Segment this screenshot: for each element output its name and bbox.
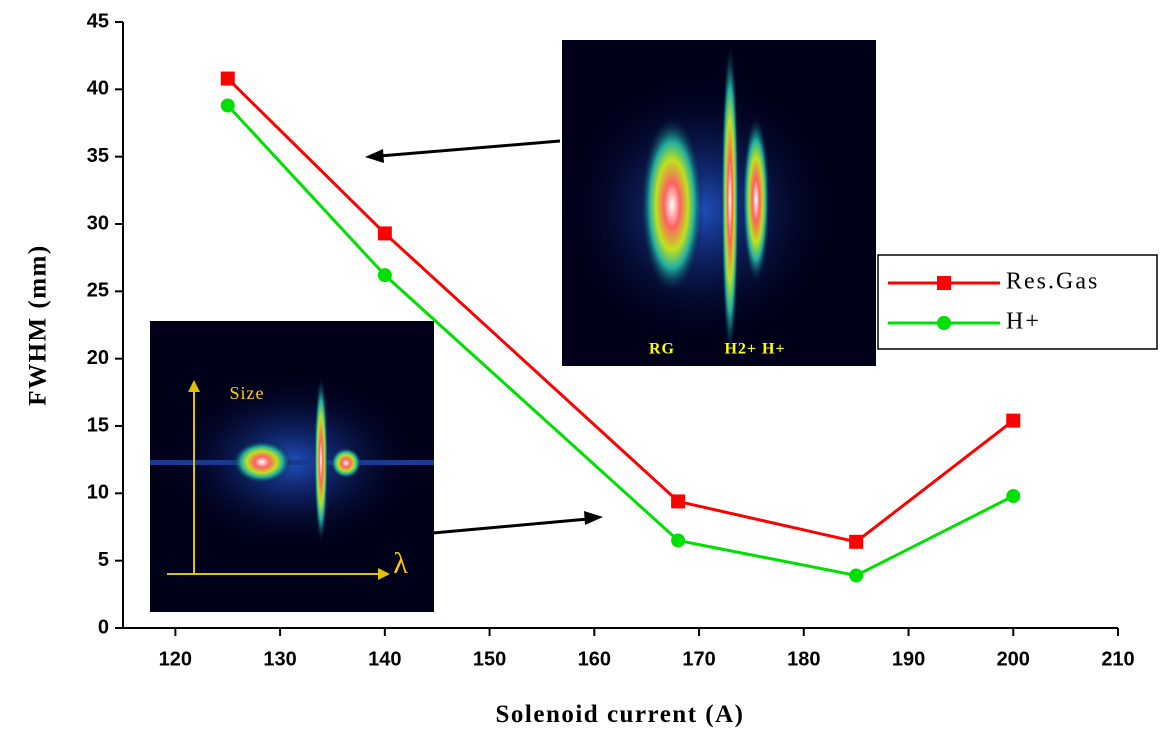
x-axis-label: Solenoid current (A) bbox=[496, 701, 745, 728]
marker bbox=[849, 568, 864, 583]
x-tick-label: 150 bbox=[473, 648, 506, 670]
marker bbox=[671, 533, 686, 548]
y-tick-label: 30 bbox=[87, 212, 109, 234]
marker bbox=[220, 71, 235, 86]
y-tick-label: 35 bbox=[87, 145, 109, 167]
marker bbox=[671, 494, 686, 509]
marker bbox=[220, 98, 235, 113]
y-tick-label: 10 bbox=[87, 482, 109, 504]
y-tick-label: 40 bbox=[87, 78, 109, 100]
inset-image-top bbox=[560, 40, 876, 366]
marker bbox=[937, 276, 951, 290]
annotation: RG bbox=[649, 341, 675, 358]
y-tick-label: 45 bbox=[87, 10, 109, 32]
marker bbox=[1006, 413, 1021, 428]
x-tick-label: 170 bbox=[682, 648, 715, 670]
y-tick-label: 20 bbox=[87, 347, 109, 369]
x-tick-label: 190 bbox=[892, 648, 925, 670]
x-tick-label: 210 bbox=[1101, 648, 1134, 670]
legend-label: H+ bbox=[1006, 309, 1041, 335]
marker bbox=[377, 226, 392, 241]
marker bbox=[849, 534, 864, 549]
y-tick-label: 5 bbox=[98, 549, 109, 571]
x-tick-label: 180 bbox=[787, 648, 820, 670]
marker bbox=[937, 316, 951, 330]
y-tick-label: 25 bbox=[87, 280, 109, 302]
legend-box bbox=[877, 254, 1158, 350]
x-tick-label: 120 bbox=[159, 648, 192, 670]
x-tick-label: 130 bbox=[263, 648, 296, 670]
y-tick-label: 0 bbox=[98, 616, 109, 638]
y-axis-label: FWHM (mm) bbox=[25, 244, 52, 405]
x-tick-label: 200 bbox=[997, 648, 1030, 670]
annotation: Size bbox=[230, 383, 265, 403]
arrows bbox=[365, 139, 603, 535]
x-tick-label: 140 bbox=[368, 648, 401, 670]
annotation: λ bbox=[393, 547, 409, 580]
x-tick-label: 160 bbox=[578, 648, 611, 670]
annotation: H2+ H+ bbox=[724, 341, 785, 358]
y-tick-label: 15 bbox=[87, 414, 109, 436]
legend-label: Res.Gas bbox=[1006, 269, 1099, 295]
marker bbox=[377, 268, 392, 283]
inset-image-bottom bbox=[150, 321, 434, 612]
marker bbox=[1006, 489, 1021, 504]
